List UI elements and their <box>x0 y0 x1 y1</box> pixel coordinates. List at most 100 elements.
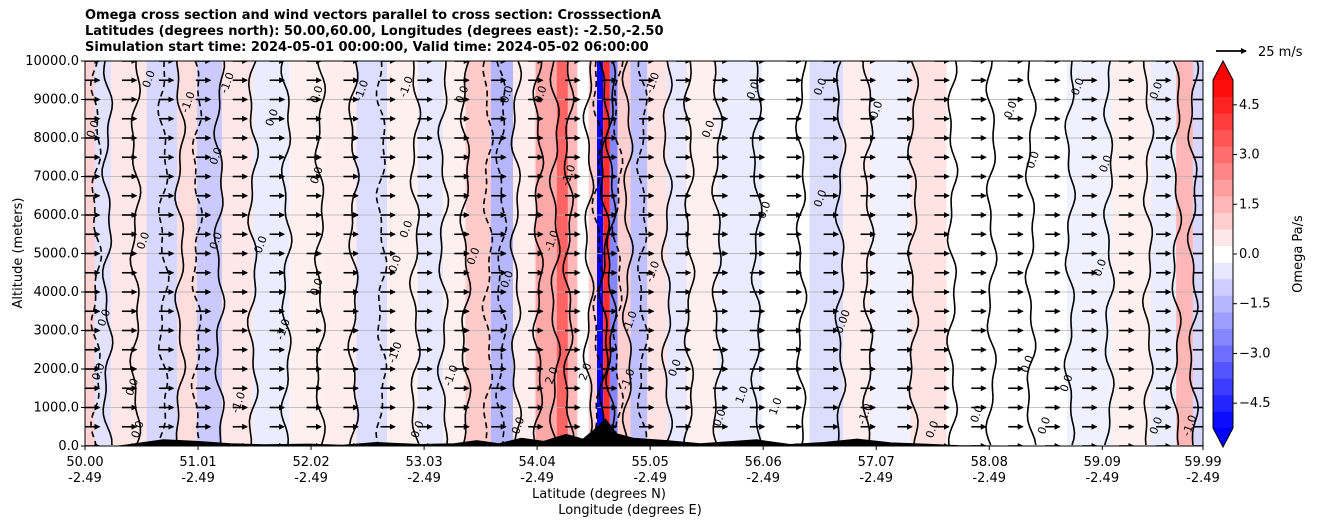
colorbar-tick-label: −3.0 <box>1239 346 1271 361</box>
colorbar-extend-max <box>1213 61 1233 80</box>
contour-line <box>246 61 260 445</box>
colorbar-segment <box>1213 146 1233 164</box>
colorbar-segment <box>1213 113 1233 131</box>
contour-label: 0.0 <box>1147 80 1165 101</box>
y-tick-label: 7000.0 <box>34 170 80 185</box>
contour-label: 0.0 <box>1024 149 1042 170</box>
colorbar-label: Omega Pa/s <box>1291 215 1306 293</box>
contour-label: 0.0 <box>811 188 829 209</box>
y-axis-label: Altitude (meters) <box>11 198 26 309</box>
contour-line <box>190 61 204 446</box>
x-tick-label-lon: -2.49 <box>520 471 554 486</box>
x-tick-label-lon: -2.49 <box>68 471 102 486</box>
x-tick-label-lon: -2.49 <box>1186 471 1220 486</box>
contour-line <box>436 61 450 446</box>
x-tick-label-lon: -2.49 <box>746 471 780 486</box>
colorbar-segment <box>1213 229 1233 247</box>
y-tick-label: 2000.0 <box>34 362 80 377</box>
contour-line <box>495 61 508 446</box>
contour-line <box>591 61 604 446</box>
colorbar-segment <box>1213 212 1233 230</box>
contour-line <box>101 61 114 446</box>
contour-label: 0.0 <box>666 357 684 378</box>
colorbar-segment <box>1213 345 1233 363</box>
contour-line <box>834 61 847 446</box>
x-tick-label-lat: 56.06 <box>745 455 782 470</box>
colorbar-tick-label: 3.0 <box>1239 148 1260 163</box>
contour-label: 2.0 <box>576 361 594 382</box>
contour-label: 0.0 <box>867 99 885 120</box>
contour-label: 0.0 <box>263 107 281 128</box>
colorbar-tick-label: −1.5 <box>1239 297 1271 312</box>
colorbar-tick-label: 0.0 <box>1239 247 1260 262</box>
contour-label: 0.0 <box>134 230 152 251</box>
colorbar-segment <box>1213 179 1233 197</box>
quiver-key-label: 25 m/s <box>1258 45 1303 60</box>
x-tick-label-lon: -2.49 <box>181 471 215 486</box>
colorbar-segment <box>1213 262 1233 280</box>
contour-line <box>621 61 634 446</box>
x-tick-label-lat: 58.08 <box>971 455 1008 470</box>
chart-title-line-1: Omega cross section and wind vectors par… <box>85 8 662 23</box>
axes-layer: 0.0 1000.0 2000.0 3000.0 4000.0 5000.0 6000.0 7… <box>25 54 1221 486</box>
contour-line <box>660 61 674 446</box>
contour-label: 0.0 <box>1057 373 1075 394</box>
x-axis-label-longitude: Longitude (degrees E) <box>558 503 702 518</box>
wind-vectors-layer <box>85 61 1203 446</box>
quiver-key: 25 m/s <box>1216 45 1303 60</box>
contour-line <box>985 61 998 446</box>
contour-label: 0.0 <box>811 76 829 97</box>
colorbar-segment <box>1213 378 1233 396</box>
contour-line <box>375 61 388 446</box>
contour-line <box>213 61 226 446</box>
contour-label: 2.0 <box>543 365 561 386</box>
contour-label: 0.0 <box>1035 415 1053 436</box>
contour-label: 0.0 <box>140 69 158 90</box>
contour-label: 0.0 <box>1069 76 1087 97</box>
y-tick-label: 10000.0 <box>25 54 79 69</box>
contour-label: 0.0 <box>1001 99 1019 120</box>
x-axis-label-latitude: Latitude (degrees N) <box>532 487 666 502</box>
contour-line <box>1141 61 1155 446</box>
x-tick-label-lat: 51.01 <box>179 455 216 470</box>
colorbar-segment <box>1213 96 1233 114</box>
x-tick-label-lon: -2.49 <box>633 471 667 486</box>
y-tick-label: 6000.0 <box>34 208 80 223</box>
contour-line <box>174 61 187 446</box>
x-tick-label-lon: -2.49 <box>972 471 1006 486</box>
colorbar-outline <box>1212 59 1234 449</box>
colorbar-tick-label: −4.5 <box>1239 396 1271 411</box>
contour-label: 1.0 <box>766 396 784 417</box>
contour-label: 0.0 <box>252 234 270 255</box>
contour-line <box>509 61 523 446</box>
contour-line <box>1063 61 1077 446</box>
colorbar-segment <box>1213 411 1233 429</box>
contour-label: 0.0 <box>1147 415 1165 436</box>
colorbar-segment <box>1213 196 1233 213</box>
contour-label: 1.0 <box>733 384 751 405</box>
x-tick-label-lon: -2.49 <box>407 471 441 486</box>
contour-label: 0.0 <box>397 219 415 240</box>
contour-line <box>611 61 624 446</box>
contour-line <box>636 61 649 446</box>
contour-label: 0.0 <box>699 119 717 140</box>
contour-label: 0.0 <box>1097 153 1115 174</box>
colorbar-segment <box>1213 295 1233 313</box>
contour-label: 0.0 <box>207 230 225 251</box>
y-tick-label: 8000.0 <box>34 131 80 146</box>
x-tick-label-lon: -2.49 <box>1085 471 1119 486</box>
contour-label: 0.0 <box>408 419 426 440</box>
colorbar: 4.5 3.0 1.5 0.0 −1.5 −3.0 −4.5 <box>1212 59 1271 449</box>
x-tick-label-lat: 53.03 <box>405 455 442 470</box>
y-tick-label: 5000.0 <box>34 247 80 262</box>
contour-line <box>157 61 170 446</box>
contour-label: 0.0 <box>923 419 941 440</box>
colorbar-segment <box>1213 328 1233 346</box>
contour-label: 0.0 <box>744 80 762 101</box>
x-tick-label-lat: 59.99 <box>1184 455 1221 470</box>
contour-line <box>582 61 595 446</box>
colorbar-segment <box>1213 80 1233 97</box>
y-tick-label: 3000.0 <box>34 324 80 339</box>
